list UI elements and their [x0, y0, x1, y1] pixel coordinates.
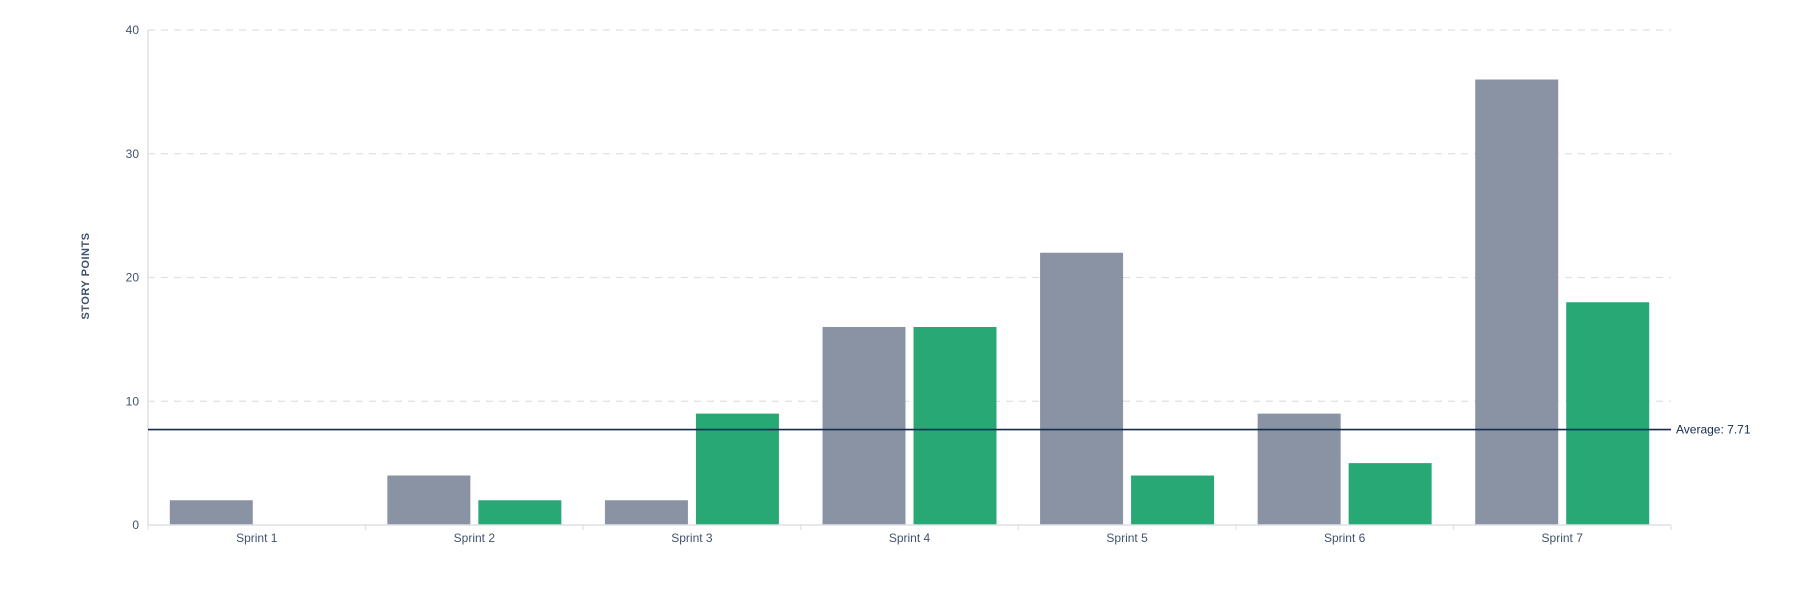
y-tick-label: 20 — [126, 271, 140, 285]
bar-series-2[interactable] — [1566, 302, 1650, 525]
bar-series-2[interactable] — [478, 500, 562, 525]
x-tick-label: Sprint 5 — [1106, 531, 1148, 545]
y-tick-label: 0 — [132, 518, 139, 532]
bar-series-2[interactable] — [695, 413, 779, 525]
y-tick-label: 40 — [126, 23, 140, 37]
x-tick-label: Sprint 7 — [1542, 531, 1584, 545]
bar-series-1[interactable] — [1040, 252, 1124, 525]
x-tick-label: Sprint 6 — [1324, 531, 1366, 545]
y-tick-label: 10 — [126, 394, 140, 408]
x-tick-label: Sprint 3 — [671, 531, 713, 545]
x-tick-label: Sprint 4 — [889, 531, 931, 545]
grid-lines — [148, 29, 1671, 402]
bar-series-1[interactable] — [604, 500, 688, 525]
bar-series-1[interactable] — [1257, 413, 1341, 525]
bar-series-1[interactable] — [387, 475, 471, 526]
bar-series-1[interactable] — [169, 500, 253, 525]
bar-series-1[interactable] — [1475, 79, 1559, 526]
y-axis-title: STORY POINTS — [80, 232, 92, 319]
bar-series-1[interactable] — [822, 327, 906, 525]
average-label: Average: 7.71 — [1676, 423, 1751, 437]
average-line-group: Average: 7.71 — [148, 423, 1751, 437]
bars — [169, 79, 1650, 526]
bar-series-2[interactable] — [1348, 463, 1432, 525]
x-tick-label: Sprint 1 — [236, 531, 278, 545]
axes: 0 10 20 30 40 Sprint 1 Sprint 2 Sprint 3 Sprint … — [126, 23, 1672, 545]
bar-series-2[interactable] — [913, 327, 997, 525]
y-tick-label: 30 — [126, 147, 140, 161]
x-tick-label: Sprint 2 — [454, 531, 496, 545]
bar-series-2[interactable] — [1131, 475, 1215, 526]
